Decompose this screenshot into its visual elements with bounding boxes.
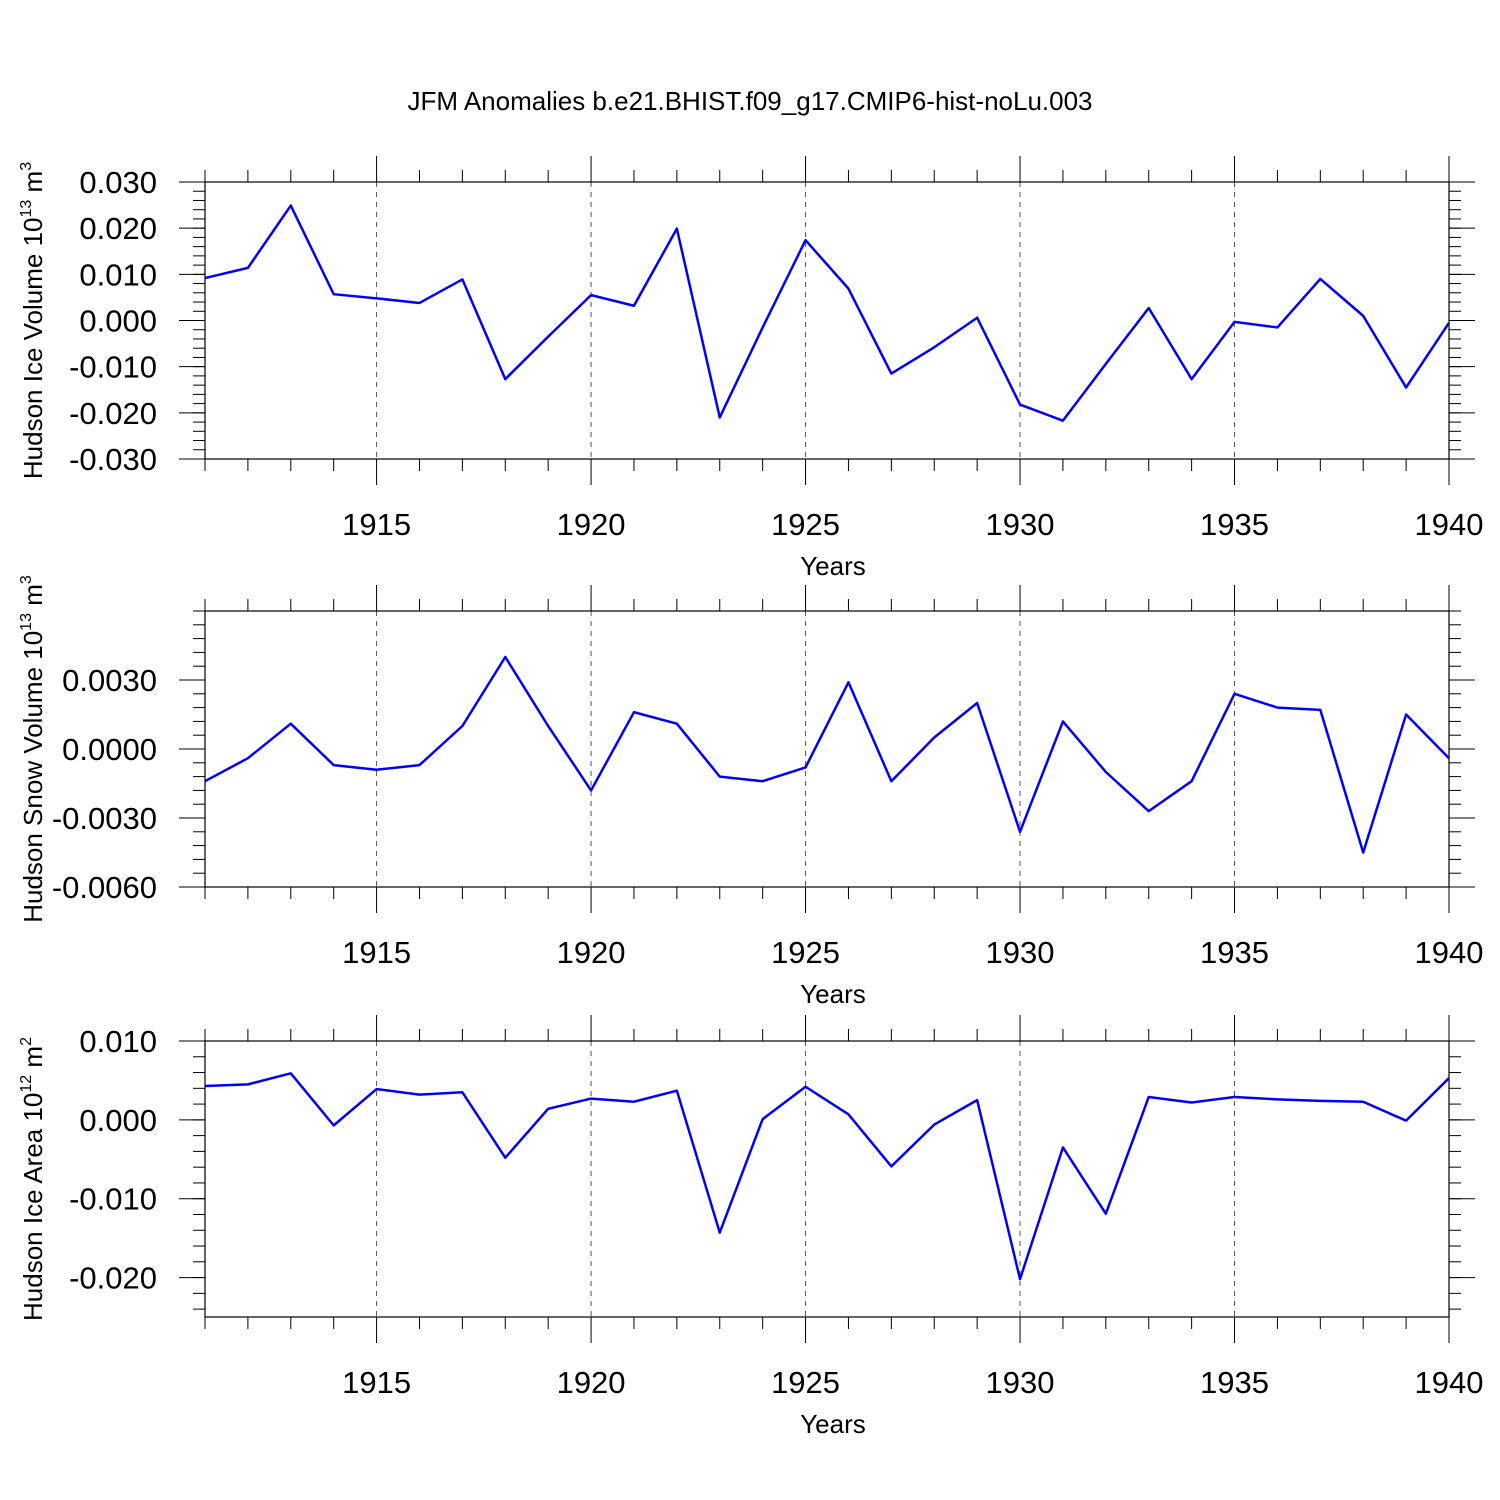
x-tick-label: 1940 (1415, 1365, 1484, 1400)
y-axis-title: Hudson Ice Area 1012 m2 (18, 1037, 48, 1321)
x-tick-label: 1940 (1415, 507, 1484, 542)
plot-frame (204, 610, 1450, 888)
x-axis-title: Years (800, 1409, 866, 1439)
plot-panel-2: -0.0060 -0.0030 0.0000 0.0030 1915 1920 1925 19… (18, 575, 1483, 1009)
y-tick-label: 0.030 (79, 165, 157, 200)
plot-frame (204, 1040, 1450, 1318)
y-tick-label: 0.000 (79, 1103, 157, 1138)
y-tick-label: 0.000 (79, 304, 157, 339)
x-tick-label: 1915 (342, 1365, 411, 1400)
y-tick-label: 0.0030 (62, 663, 157, 698)
y-axis-title: Hudson Snow Volume 1013 m3 (18, 575, 48, 923)
x-tick-label: 1935 (1200, 507, 1269, 542)
y-axis-unit-tail-exponent: 3 (18, 575, 35, 584)
plot-panel-3: -0.020 -0.010 0.000 0.010 1915 1920 1925 1930 19… (18, 1015, 1483, 1439)
x-tick-label: 1920 (557, 935, 626, 970)
y-tick-label: -0.020 (69, 1261, 157, 1296)
x-tick-label: 1930 (986, 935, 1055, 970)
y-axis-title-text: Hudson Ice Volume 10 (18, 217, 48, 479)
y-axis-unit-tail: m (18, 584, 48, 613)
series-line (204, 204, 1451, 422)
plot-frame (204, 181, 1450, 460)
x-tick-label: 1915 (342, 507, 411, 542)
y-axis-title-text: Hudson Ice Area 10 (18, 1093, 48, 1321)
y-tick-label: -0.0030 (52, 801, 157, 836)
y-axis-unit-tail-exponent: 3 (18, 162, 35, 171)
x-tick-label: 1940 (1415, 935, 1484, 970)
x-tick-label: 1935 (1200, 935, 1269, 970)
y-tick-label: -0.0060 (52, 870, 157, 905)
y-tick-label: 0.010 (79, 257, 157, 292)
y-tick-label: 0.0000 (62, 732, 157, 767)
y-tick-label: 0.020 (79, 211, 157, 246)
series-line (204, 1072, 1450, 1281)
y-axis-unit-exponent: 13 (18, 613, 35, 631)
y-axis-unit-exponent: 12 (18, 1075, 35, 1093)
x-axis-title: Years (800, 551, 866, 581)
y-axis-title-text: Hudson Snow Volume 10 (18, 631, 48, 923)
x-tick-label: 1920 (557, 1365, 626, 1400)
y-axis-unit-tail-exponent: 2 (18, 1037, 35, 1046)
x-tick-label: 1925 (771, 935, 840, 970)
plot-panel-1: -0.030 -0.020 -0.010 0.000 0.010 0.020 0.030 19… (18, 156, 1483, 581)
x-tick-label: 1925 (771, 507, 840, 542)
x-tick-label: 1935 (1200, 1365, 1269, 1400)
series-line (204, 655, 1450, 854)
y-axis-unit-tail: m (18, 1046, 48, 1075)
y-tick-label: -0.010 (69, 350, 157, 385)
x-tick-label: 1930 (986, 1365, 1055, 1400)
y-tick-label: -0.020 (69, 396, 157, 431)
x-tick-label: 1915 (342, 935, 411, 970)
x-tick-label: 1925 (771, 1365, 840, 1400)
y-tick-label: 0.010 (79, 1024, 157, 1059)
y-axis-title: Hudson Ice Volume 1013 m3 (18, 162, 48, 479)
y-tick-label: -0.030 (69, 442, 157, 477)
x-axis-title: Years (800, 979, 866, 1009)
y-tick-label: -0.010 (69, 1182, 157, 1217)
main-title: JFM Anomalies b.e21.BHIST.f09_g17.CMIP6-… (407, 86, 1092, 116)
y-axis-unit-tail: m (18, 171, 48, 200)
x-tick-label: 1930 (986, 507, 1055, 542)
x-tick-label: 1920 (557, 507, 626, 542)
y-axis-unit-exponent: 13 (18, 200, 35, 218)
